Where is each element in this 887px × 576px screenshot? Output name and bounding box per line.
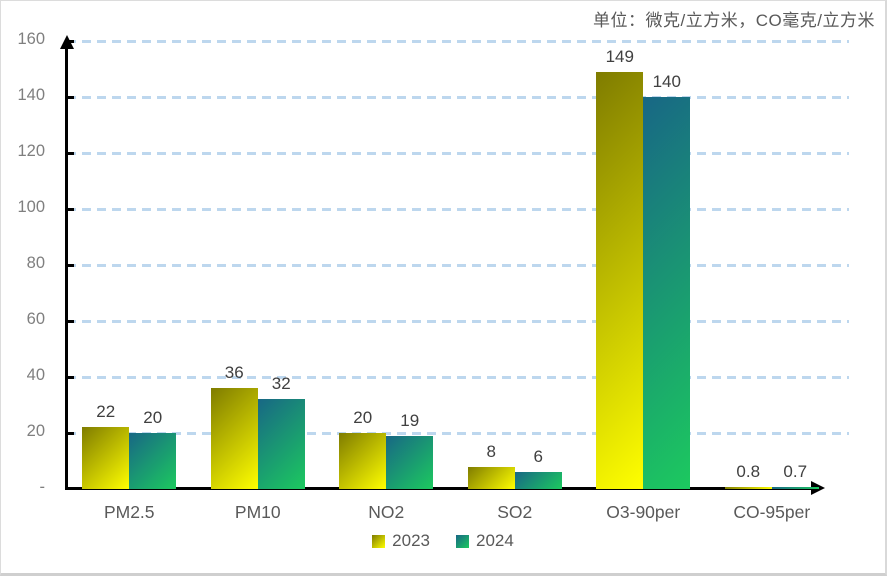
value-label-2024: 20 [143, 408, 163, 427]
y-axis-tick [65, 431, 74, 435]
gridline [67, 431, 849, 435]
bar-2024 [257, 399, 305, 489]
y-axis-line [65, 47, 68, 488]
legend-item-2023: 2023 [372, 531, 430, 551]
y-tick-label: 100 [17, 198, 45, 216]
legend-item-2024: 2024 [456, 531, 514, 551]
legend-label-2023: 2023 [392, 531, 430, 550]
category-label: NO2 [368, 502, 405, 522]
y-tick-label: 40 [26, 366, 45, 384]
y-tick-label: 160 [17, 30, 45, 48]
legend: 2023 2024 [1, 531, 885, 551]
value-label-2023: 8 [486, 441, 496, 461]
y-tick-label: 120 [17, 142, 45, 160]
unit-note: 单位：微克/立方米，CO毫克/立方米 [593, 11, 875, 30]
y-axis-tick [65, 375, 74, 379]
bar-2024 [771, 487, 819, 489]
bar-2024 [129, 433, 177, 489]
y-tick-label: - [39, 478, 46, 496]
y-axis-arrow-icon [59, 35, 74, 49]
y-tick-label: 140 [17, 86, 45, 104]
bar-2023 [596, 71, 644, 489]
bar-2023 [467, 466, 515, 489]
y-axis-tick [65, 151, 74, 155]
gridline [67, 95, 849, 99]
bar-2023 [82, 427, 130, 489]
legend-label-2024: 2024 [476, 531, 514, 550]
x-axis-line [65, 487, 813, 490]
bar-2024 [643, 97, 691, 489]
gridline [67, 375, 849, 379]
category-label: CO-95per [733, 502, 811, 522]
bar-2023 [339, 433, 387, 489]
value-label-2024: 6 [533, 447, 543, 467]
value-label-2023: 20 [353, 408, 373, 427]
y-tick-label: 80 [26, 254, 45, 272]
value-label-2024: 0.7 [783, 462, 808, 481]
legend-swatch-2023 [372, 534, 386, 548]
y-axis-tick [65, 319, 74, 323]
value-label-2023: 36 [224, 363, 244, 383]
legend-swatch-2024 [456, 534, 469, 548]
value-label-2024: 19 [400, 410, 420, 430]
value-label-2024: 32 [271, 374, 291, 394]
bar-2023 [210, 388, 258, 489]
y-axis-tick [65, 207, 74, 211]
bar-2023 [724, 486, 772, 489]
value-label-2023: 0.8 [736, 461, 761, 481]
category-label: SO2 [497, 502, 533, 522]
y-axis-tick [65, 263, 74, 267]
value-label-2024: 140 [652, 72, 681, 91]
value-label-2023: 22 [96, 402, 116, 422]
category-label: O3-90per [606, 502, 681, 522]
bar-2024 [514, 472, 562, 489]
value-label-2023: 149 [605, 46, 634, 66]
gridline [67, 151, 849, 155]
gridline [67, 319, 849, 323]
gridline [67, 39, 849, 43]
category-label: PM2.5 [103, 502, 155, 522]
gridline [67, 263, 849, 267]
y-axis-tick [65, 95, 74, 99]
y-tick-label: 20 [26, 422, 45, 440]
y-tick-label: 60 [26, 310, 45, 328]
category-label: PM10 [234, 502, 281, 522]
gridline [67, 207, 849, 211]
bar-2024 [386, 435, 434, 489]
